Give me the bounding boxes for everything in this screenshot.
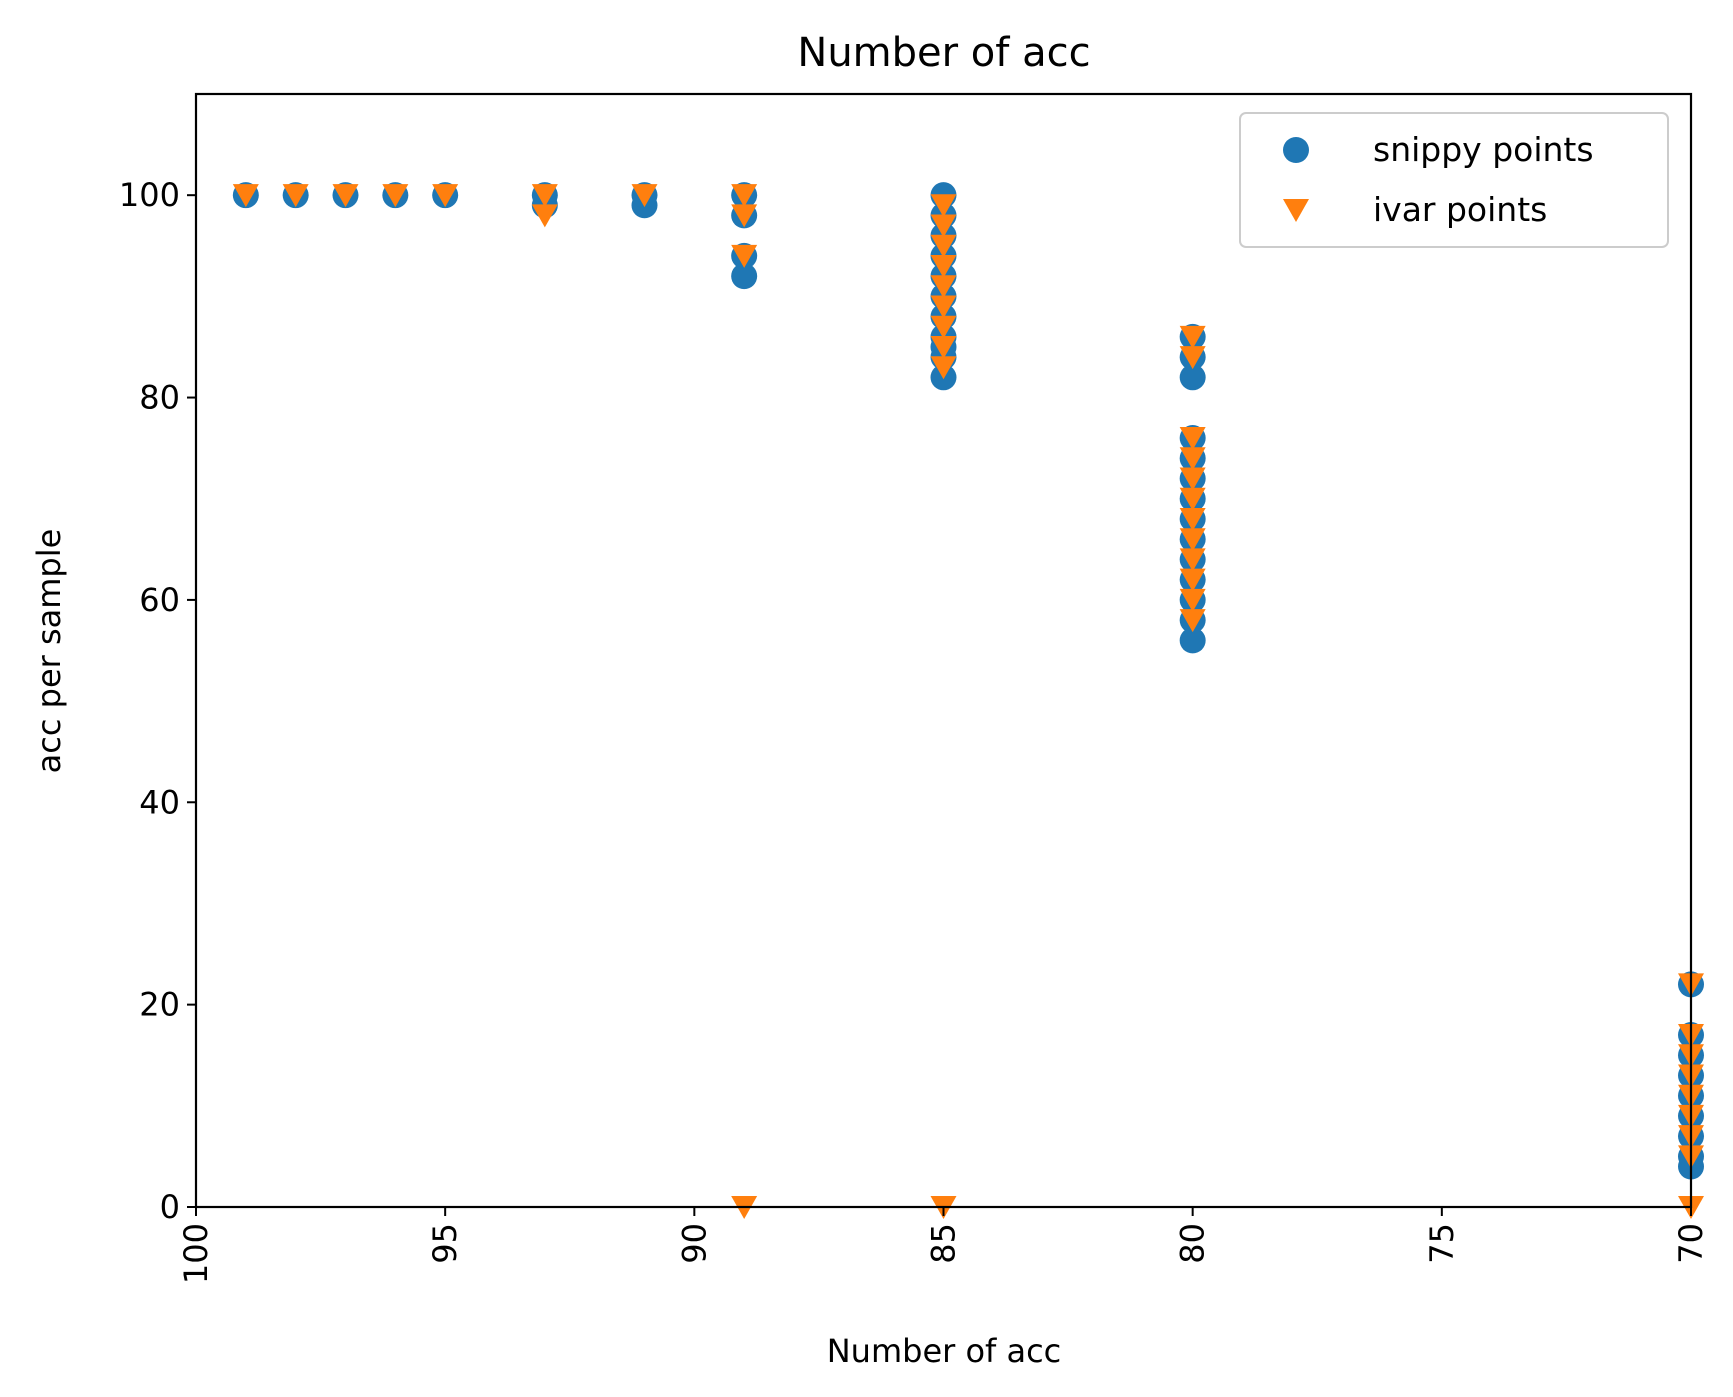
ivar-point [930,295,957,319]
ivar-point [731,244,758,268]
ivar-point [930,356,957,380]
ivar-point [1179,427,1206,451]
ivar-point [432,184,459,208]
x-tick-label: 85 [925,1223,963,1264]
y-tick-label: 100 [119,176,180,214]
ivar-point [1179,528,1206,552]
ivar-point [1179,325,1206,349]
ivar-point [382,184,409,208]
ivar-point [1179,447,1206,471]
ivar-point [930,255,957,279]
ivar-point [930,194,957,218]
y-tick-label: 20 [139,986,180,1024]
x-tick-label: 80 [1174,1223,1212,1264]
ivar-point [731,204,758,228]
ivar-point [531,184,558,208]
y-tick-label: 60 [139,581,180,619]
legend-ivar-marker [1283,199,1309,222]
ivar-point [332,184,359,208]
x-tick-label: 90 [675,1223,713,1264]
ivar-point [282,184,309,208]
ivar-point [930,315,957,339]
ivar-point [930,275,957,299]
x-tick-label: 70 [1672,1223,1710,1264]
snippy-point [1179,627,1206,654]
ivar-point [930,335,957,359]
legend-snippy-marker [1283,137,1309,163]
ivar-point [232,184,259,208]
snippy-point [731,263,758,290]
ivar-point [1179,568,1206,592]
x-tick-label: 75 [1423,1223,1461,1264]
y-tick-label: 0 [160,1188,180,1226]
ivar-point [731,184,758,208]
chart-title: Number of acc [797,30,1090,76]
ivar-point [631,184,658,208]
ivar-point [1179,346,1206,370]
ivar-point [930,234,957,258]
x-axis-ticks: 100 95 90 85 80 75 70 [177,1207,1710,1284]
ivar-point [1179,548,1206,572]
ivar-point [1179,467,1206,491]
x-tick-label: 100 [177,1223,215,1284]
legend-ivar-label: ivar points [1373,190,1547,229]
x-axis-label: Number of acc [827,1332,1062,1370]
y-tick-label: 80 [139,379,180,417]
ivar-point [1179,588,1206,612]
ivar-point [930,214,957,238]
y-axis-ticks: 0 20 40 60 80 100 [119,176,196,1226]
ivar-point [531,204,558,228]
legend-box [1239,112,1669,248]
y-tick-label: 40 [139,783,180,821]
x-tick-label: 95 [426,1223,464,1264]
ivar-point [1179,507,1206,531]
legend-snippy-label: snippy points [1373,130,1594,169]
snippy-point [1179,364,1206,391]
ivar-point [1179,487,1206,511]
legend: snippy points ivar points [1239,112,1669,248]
ivar-point [1179,609,1206,633]
y-axis-label: acc per sample [30,529,68,774]
